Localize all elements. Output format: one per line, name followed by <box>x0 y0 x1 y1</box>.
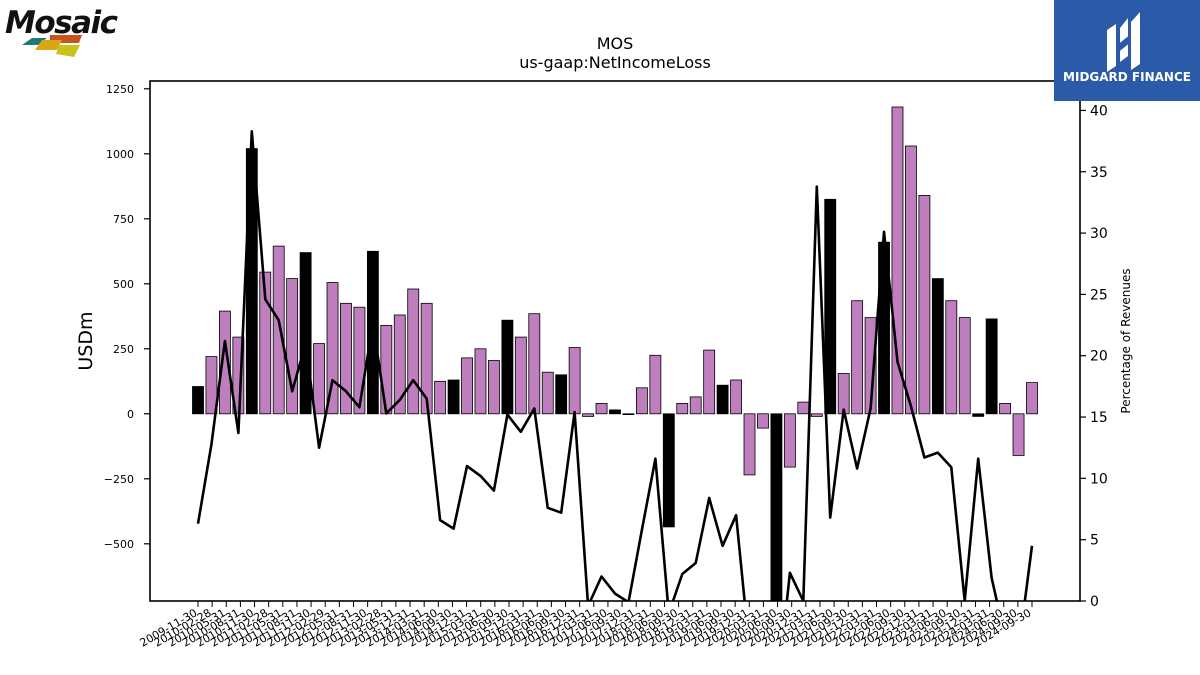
bar <box>837 373 850 415</box>
bar <box>622 413 635 415</box>
bar <box>824 198 837 415</box>
y-tick-label: 0 <box>127 408 134 421</box>
bar <box>945 300 958 415</box>
bar <box>635 387 648 415</box>
y-axis-label: USDm <box>75 311 97 370</box>
y-tick-label: 250 <box>113 343 134 356</box>
bar <box>420 302 433 415</box>
bar <box>259 271 272 415</box>
bar <box>313 343 325 415</box>
bar <box>461 357 473 415</box>
bar <box>810 413 823 417</box>
bar <box>703 349 716 415</box>
bar <box>783 413 796 468</box>
bar <box>958 317 971 415</box>
y-tick-label: 1250 <box>106 83 134 96</box>
y2-tick-label: 10 <box>1090 471 1108 487</box>
bar <box>797 401 810 415</box>
mosaic-logo: Mosaic <box>4 2 134 62</box>
y-tick-label: 500 <box>113 278 134 291</box>
y2-tick-label: 40 <box>1090 103 1108 119</box>
bar <box>353 306 366 415</box>
bar <box>609 409 621 415</box>
bar <box>272 245 285 415</box>
y2-tick-label: 35 <box>1090 165 1108 181</box>
bar <box>447 379 460 415</box>
midgard-finance-logo: MIDGARD FINANCE <box>1054 0 1200 101</box>
y2-tick-label: 30 <box>1090 226 1108 242</box>
bar <box>649 354 662 415</box>
bar <box>541 371 554 415</box>
bar <box>528 313 541 415</box>
bar <box>380 324 393 415</box>
y-tick-label: 1000 <box>106 148 134 161</box>
bar <box>662 413 675 528</box>
bar <box>192 386 204 415</box>
y-tick-label: −500 <box>104 538 134 551</box>
bar <box>299 252 312 415</box>
bar <box>205 356 218 415</box>
bar <box>595 402 608 415</box>
bar <box>488 360 500 415</box>
y2-tick-label: 5 <box>1090 533 1099 549</box>
bar <box>999 402 1012 415</box>
bar <box>757 413 769 429</box>
y-tick-label: −250 <box>104 473 134 486</box>
y-tick-label: 750 <box>113 213 134 226</box>
bar <box>434 380 447 415</box>
bar <box>393 314 406 415</box>
bar <box>474 348 487 415</box>
bar <box>568 347 581 415</box>
bar <box>743 413 756 476</box>
y2-tick-label: 15 <box>1090 410 1108 426</box>
bar <box>340 302 352 415</box>
bar <box>689 396 702 415</box>
chart-title: MOS <box>597 34 634 53</box>
midgard-logo-mark: MIDGARD FINANCE <box>1063 12 1191 84</box>
bar <box>918 194 931 415</box>
bar <box>326 282 339 415</box>
bar <box>730 379 742 415</box>
bar <box>501 319 514 415</box>
bar <box>1012 413 1025 456</box>
plot-frame <box>149 80 1081 602</box>
y2-tick-label: 20 <box>1090 349 1108 365</box>
bar <box>770 413 783 602</box>
bar <box>555 374 568 415</box>
bar <box>286 278 299 415</box>
bar <box>366 250 379 415</box>
bar <box>716 384 729 415</box>
bar <box>931 278 944 415</box>
bar <box>891 106 904 415</box>
chart-subtitle: us-gaap:NetIncomeLoss <box>519 53 711 72</box>
bar <box>676 402 689 415</box>
bar <box>218 310 231 415</box>
bar <box>985 318 998 415</box>
y2-tick-label: 0 <box>1090 594 1099 610</box>
bar <box>1026 382 1038 415</box>
y2-axis-label: Percentage of Revenues <box>1119 268 1133 413</box>
svg-text:MIDGARD FINANCE: MIDGARD FINANCE <box>1063 70 1191 84</box>
bar <box>905 145 917 415</box>
bar <box>972 413 985 417</box>
bar <box>582 413 595 417</box>
mosaic-logo-mark: Mosaic <box>5 5 120 57</box>
percentage-line <box>196 130 1034 601</box>
bar <box>851 300 864 415</box>
y2-tick-label: 25 <box>1090 287 1108 303</box>
bar <box>514 336 527 415</box>
bar <box>407 288 420 415</box>
